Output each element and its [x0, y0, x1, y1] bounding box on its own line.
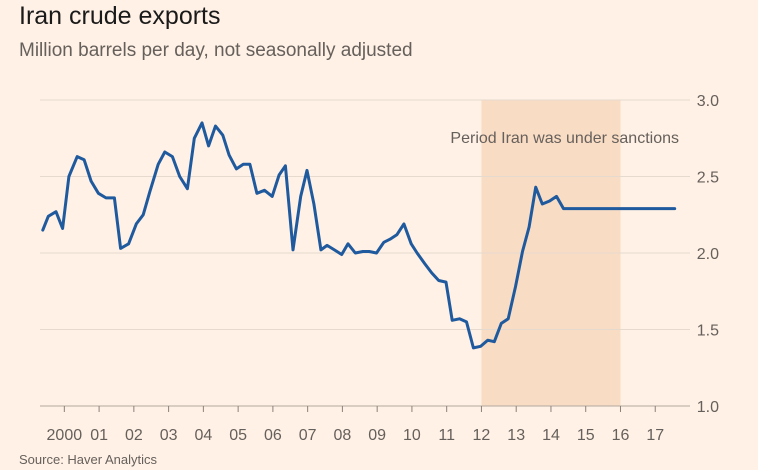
x-tick-label: 13 — [507, 427, 525, 444]
sanctions-annotation: Period Iran was under sanctions — [450, 130, 679, 147]
source-note: Source: Haver Analytics — [19, 452, 158, 467]
x-tick-label: 07 — [299, 427, 317, 444]
y-tick-label: 1.0 — [697, 399, 719, 416]
y-tick-label: 3.0 — [697, 93, 719, 110]
exports-series-line — [41, 121, 677, 350]
y-tick-label: 2.0 — [697, 246, 719, 263]
x-tick-label: 17 — [646, 427, 664, 444]
x-tick-label: 04 — [194, 427, 212, 444]
x-tick-label: 14 — [542, 427, 560, 444]
x-tick-label: 12 — [473, 427, 491, 444]
x-axis: 2000 01 02 03 04 05 06 07 08 09 10 11 12 13 14 15 16 17 — [47, 406, 664, 444]
x-tick-label: 02 — [125, 427, 143, 444]
x-tick-label: 16 — [612, 427, 630, 444]
x-tick-label: 05 — [229, 427, 247, 444]
y-tick-label: 2.5 — [697, 170, 719, 187]
chart-title: Iran crude exports — [19, 2, 221, 30]
x-tick-label: 06 — [264, 427, 282, 444]
chart-subtitle: Million barrels per day, not seasonally … — [19, 40, 413, 61]
x-tick-label: 15 — [577, 427, 595, 444]
x-tick-label: 2000 — [47, 427, 83, 444]
y-tick-label: 1.5 — [697, 323, 719, 340]
x-tick-label: 11 — [438, 427, 455, 444]
x-tick-label: 03 — [160, 427, 178, 444]
x-tick-label: 10 — [403, 427, 421, 444]
x-tick-label: 01 — [90, 427, 108, 444]
x-tick-label: 08 — [334, 427, 352, 444]
y-axis-labels: 1.0 1.5 2.0 2.5 3.0 — [697, 93, 719, 416]
x-tick-label: 09 — [368, 427, 386, 444]
